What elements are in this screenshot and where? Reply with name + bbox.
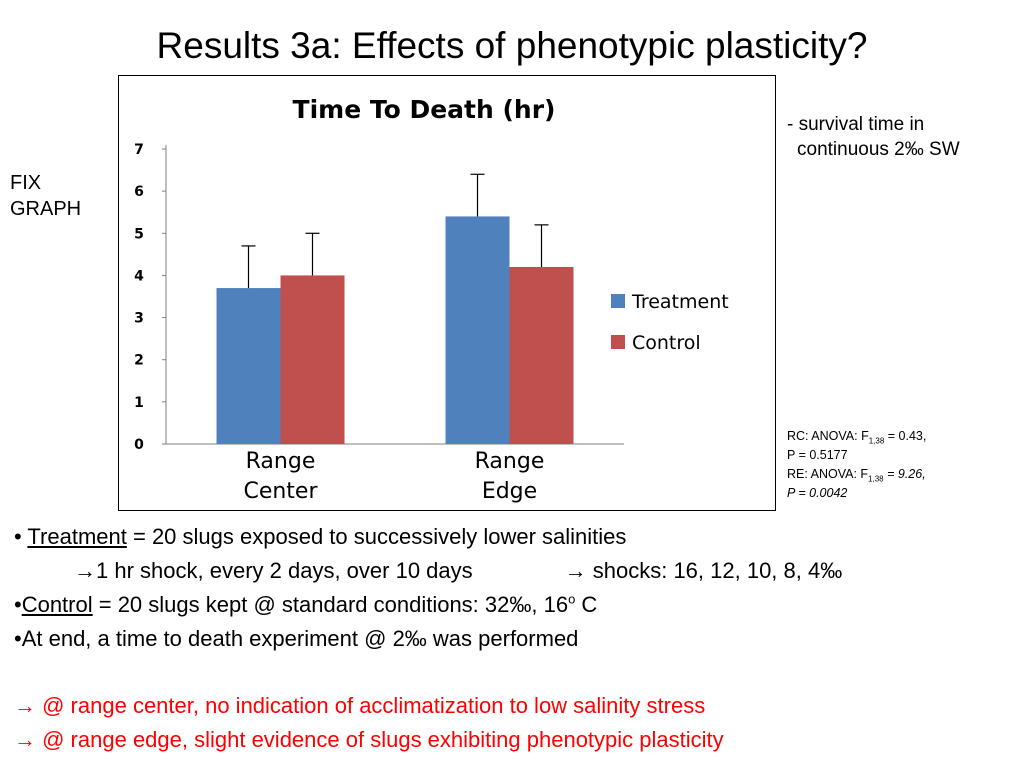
bar-treatment-1 <box>445 216 510 444</box>
slide-title: Results 3a: Effects of phenotypic plasti… <box>156 25 868 66</box>
y-tick-label: 7 <box>134 142 144 158</box>
anova-stats: RC: ANOVA: F1,38 = 0.43, P = 0.5177 RE: … <box>787 427 926 503</box>
control-unit: C <box>575 592 598 617</box>
legend-label-treatment: Treatment <box>631 291 729 313</box>
y-tick-label: 5 <box>134 226 144 242</box>
spacer <box>14 656 842 689</box>
chart-bars <box>216 216 574 444</box>
y-tick-label: 3 <box>134 311 144 327</box>
re-p-value-text: P = 0.0042 <box>787 486 848 500</box>
re-anova-value: = 9.26, <box>883 467 926 481</box>
re-p-value: P = 0.0042 <box>787 484 926 503</box>
y-tick-label: 2 <box>134 353 144 369</box>
fix-note-line-2: GRAPH <box>10 198 82 220</box>
rc-p-value: P = 0.5177 <box>787 448 848 462</box>
rc-anova-prefix: RC: ANOVA: F <box>787 429 869 443</box>
category-label: Range <box>246 449 316 474</box>
shock-salinities: → shocks: 16, 12, 10, 8, 4‰ <box>564 558 843 583</box>
legend-swatch-control <box>611 335 625 349</box>
control-description: = 20 slugs kept @ standard conditions: 3… <box>92 592 569 617</box>
treatment-term: Treatment <box>27 524 127 549</box>
fix-note-line-1: FIX <box>10 172 42 194</box>
bar-control-0 <box>280 275 345 444</box>
conclusion-range-center: → @ range center, no indication of accli… <box>14 693 706 718</box>
legend-label-control: Control <box>632 332 701 354</box>
re-anova-prefix: RE: ANOVA: F <box>787 467 869 481</box>
control-term: Control <box>21 592 93 617</box>
side-note: - survival time in continuous 2‰ SW <box>787 112 960 162</box>
legend-swatch-treatment <box>611 294 625 308</box>
degree-symbol: o <box>568 591 576 607</box>
bullet-dot: • <box>14 524 28 549</box>
chart-error-bars <box>241 173 549 289</box>
bullet-shock-schedule: →1 hr shock, every 2 days, over 10 days →… <box>14 554 842 588</box>
y-tick-label: 0 <box>134 437 144 453</box>
rc-anova-value: = 0.43, <box>884 429 927 443</box>
chart-title: Time To Death (hr) <box>293 95 556 124</box>
y-tick-label: 4 <box>134 268 144 284</box>
conclusion-range-edge: → @ range edge, slight evidence of slugs… <box>14 727 724 752</box>
side-note-line-2: continuous 2‰ SW <box>797 139 960 160</box>
re-anova-df: 1,38 <box>868 474 884 484</box>
bullet-control: •Control = 20 slugs kept @ standard cond… <box>14 588 842 622</box>
y-tick-label: 1 <box>134 395 144 411</box>
y-axis-ticks: 0 1 2 3 4 5 6 7 <box>134 142 166 453</box>
side-note-line-1: - survival time in <box>787 114 925 135</box>
bullet-treatment: • Treatment = 20 slugs exposed to succes… <box>14 520 842 554</box>
category-label: Center <box>243 479 318 504</box>
bar-treatment-0 <box>216 288 281 444</box>
x-axis-categories: Range Center Range Edge <box>243 449 544 504</box>
category-label: Edge <box>482 479 537 504</box>
bar-control-1 <box>509 267 574 444</box>
category-label: Range <box>475 449 545 474</box>
re-anova-row: RE: ANOVA: F1,38 = 9.26, <box>787 465 926 484</box>
rc-anova-df: 1,38 <box>868 436 885 446</box>
fix-graph-note: FIX GRAPH <box>10 170 81 222</box>
treatment-description: = 20 slugs exposed to successively lower… <box>126 524 627 549</box>
bullet-experiment: •At end, a time to death experiment @ 2‰… <box>14 626 579 651</box>
bullet-list: • Treatment = 20 slugs exposed to succes… <box>14 520 842 757</box>
chart-legend: Treatment Control <box>611 291 729 354</box>
bullet-dot: • <box>14 592 22 617</box>
shock-frequency: →1 hr shock, every 2 days, over 10 days <box>74 558 473 583</box>
rc-anova-row: RC: ANOVA: F1,38 = 0.43, <box>787 427 926 446</box>
y-tick-label: 6 <box>134 184 144 200</box>
